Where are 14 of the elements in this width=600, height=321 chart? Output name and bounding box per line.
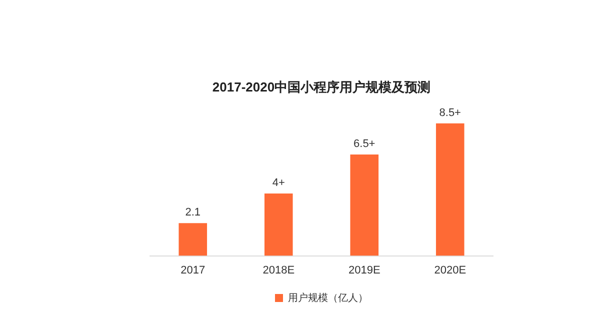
bar — [436, 123, 464, 256]
bar — [178, 223, 208, 256]
bar — [350, 154, 379, 256]
x-tick-label: 2020E — [434, 264, 466, 276]
chart-title: 2017-2020中国小程序用户规模及预测 — [212, 79, 431, 94]
x-tick-label: 2017 — [180, 264, 206, 276]
x-tick-label: 2019E — [348, 264, 380, 276]
data-label: 4+ — [272, 177, 285, 190]
x-tick-label: 2018E — [262, 264, 295, 276]
data-label: 6.5+ — [354, 138, 376, 150]
bar — [264, 193, 293, 256]
data-label: 8.5+ — [439, 106, 461, 119]
data-label: 2.1 — [185, 206, 201, 219]
legend-label: 用户规模（亿人） — [288, 292, 368, 304]
